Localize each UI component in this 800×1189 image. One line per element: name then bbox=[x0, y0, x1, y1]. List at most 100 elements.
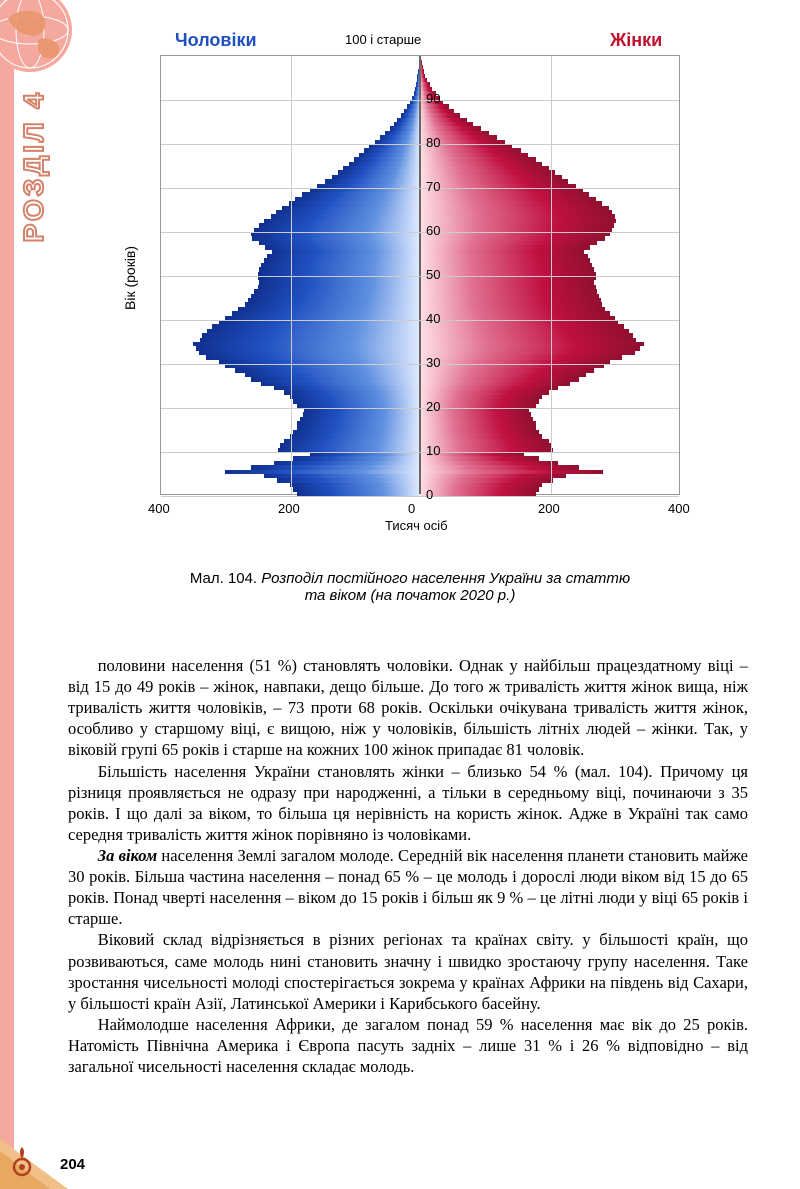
female-bar bbox=[420, 426, 536, 430]
female-bar bbox=[420, 179, 568, 183]
male-bar bbox=[259, 241, 420, 245]
body-text: половини населення (51 %) становлять чол… bbox=[68, 655, 748, 1077]
female-bar bbox=[420, 434, 542, 438]
male-bar bbox=[212, 324, 420, 328]
male-bar bbox=[245, 373, 421, 377]
female-bar bbox=[420, 333, 633, 337]
female-bar bbox=[420, 280, 594, 284]
male-bar bbox=[258, 285, 421, 289]
population-pyramid-chart: Чоловіки Жінки 100 і старше Вік (років) … bbox=[90, 30, 710, 550]
female-bar bbox=[420, 157, 536, 161]
chart-hgrid bbox=[161, 408, 679, 409]
chart-yaxis-label: Вік (років) bbox=[122, 246, 138, 310]
male-bar bbox=[385, 131, 420, 135]
female-bar bbox=[420, 329, 629, 333]
female-bar bbox=[420, 430, 539, 434]
male-bar bbox=[364, 148, 420, 152]
chart-xtick: 200 bbox=[538, 501, 560, 516]
male-bar bbox=[276, 210, 420, 214]
male-bar bbox=[401, 113, 421, 117]
female-bar bbox=[420, 201, 602, 205]
female-bar bbox=[420, 82, 430, 86]
male-bar bbox=[235, 368, 420, 372]
figure-caption: Мал. 104. Розподіл постійного населення … bbox=[60, 570, 760, 604]
paragraph-3: За віком населення Землі загалом молоде.… bbox=[68, 845, 748, 929]
chart-hgrid bbox=[161, 144, 679, 145]
female-bar bbox=[420, 285, 596, 289]
chart-male-label: Чоловіки bbox=[175, 30, 257, 51]
male-bar bbox=[245, 302, 421, 306]
female-bar bbox=[420, 338, 636, 342]
male-bar bbox=[280, 443, 420, 447]
male-bar bbox=[338, 170, 420, 174]
globe-icon bbox=[0, 0, 90, 90]
female-bar bbox=[420, 245, 590, 249]
female-bar bbox=[420, 118, 467, 122]
female-bar bbox=[420, 465, 579, 469]
chart-ytick: 80 bbox=[426, 135, 440, 150]
female-bar bbox=[420, 311, 610, 315]
chart-hgrid bbox=[161, 496, 679, 497]
male-bar bbox=[325, 179, 420, 183]
male-bar bbox=[265, 245, 420, 249]
female-bar bbox=[420, 153, 528, 157]
male-bar bbox=[274, 386, 420, 390]
male-bar bbox=[284, 439, 421, 443]
female-bar bbox=[420, 214, 615, 218]
female-bar bbox=[420, 483, 542, 487]
chart-ytick: 40 bbox=[426, 311, 440, 326]
male-bar bbox=[297, 426, 421, 430]
male-bar bbox=[238, 307, 420, 311]
male-bar bbox=[251, 377, 420, 381]
male-bar bbox=[394, 122, 420, 126]
female-bar bbox=[420, 368, 594, 372]
chart-hgrid bbox=[161, 276, 679, 277]
chart-vgrid bbox=[551, 56, 552, 494]
female-bar bbox=[420, 289, 597, 293]
male-bar bbox=[282, 206, 420, 210]
female-bar bbox=[420, 122, 473, 126]
male-bar bbox=[359, 153, 420, 157]
male-bar bbox=[202, 333, 420, 337]
male-bar bbox=[248, 298, 420, 302]
male-bar bbox=[293, 399, 420, 403]
female-bar bbox=[420, 461, 558, 465]
female-bar bbox=[420, 109, 454, 113]
female-bar bbox=[420, 258, 590, 262]
female-bar bbox=[420, 267, 594, 271]
chart-hgrid bbox=[161, 100, 679, 101]
male-bar bbox=[272, 250, 420, 254]
female-bar bbox=[420, 254, 588, 258]
male-bar bbox=[264, 258, 420, 262]
male-bar bbox=[259, 223, 420, 227]
male-bar bbox=[293, 430, 420, 434]
female-bar bbox=[420, 236, 605, 240]
paragraph-2: Більшість населення України становлять ж… bbox=[68, 761, 748, 845]
male-bar bbox=[302, 192, 420, 196]
male-bar bbox=[300, 417, 420, 421]
male-bar bbox=[196, 346, 420, 350]
female-bar bbox=[420, 302, 602, 306]
female-bar bbox=[420, 373, 586, 377]
p3-emphasis: За віком bbox=[98, 846, 158, 865]
male-bar bbox=[251, 294, 420, 298]
male-bar bbox=[199, 351, 420, 355]
female-bar bbox=[420, 355, 622, 359]
chart-vgrid bbox=[291, 56, 292, 494]
female-bar bbox=[420, 346, 640, 350]
female-bar bbox=[420, 377, 579, 381]
female-bar bbox=[420, 390, 549, 394]
chart-ytick: 60 bbox=[426, 223, 440, 238]
female-bar bbox=[420, 223, 614, 227]
chart-ytick: 90 bbox=[426, 91, 440, 106]
male-bar bbox=[264, 474, 420, 478]
male-bar bbox=[295, 197, 420, 201]
caption-prefix: Мал. 104. bbox=[190, 570, 257, 587]
chart-xtick: 400 bbox=[148, 501, 170, 516]
male-bar bbox=[397, 118, 420, 122]
chart-top-age-label: 100 і старше bbox=[345, 32, 421, 47]
chart-plot-area bbox=[160, 55, 680, 495]
female-bar bbox=[420, 487, 539, 491]
male-bar bbox=[293, 487, 420, 491]
male-bar bbox=[380, 135, 420, 139]
